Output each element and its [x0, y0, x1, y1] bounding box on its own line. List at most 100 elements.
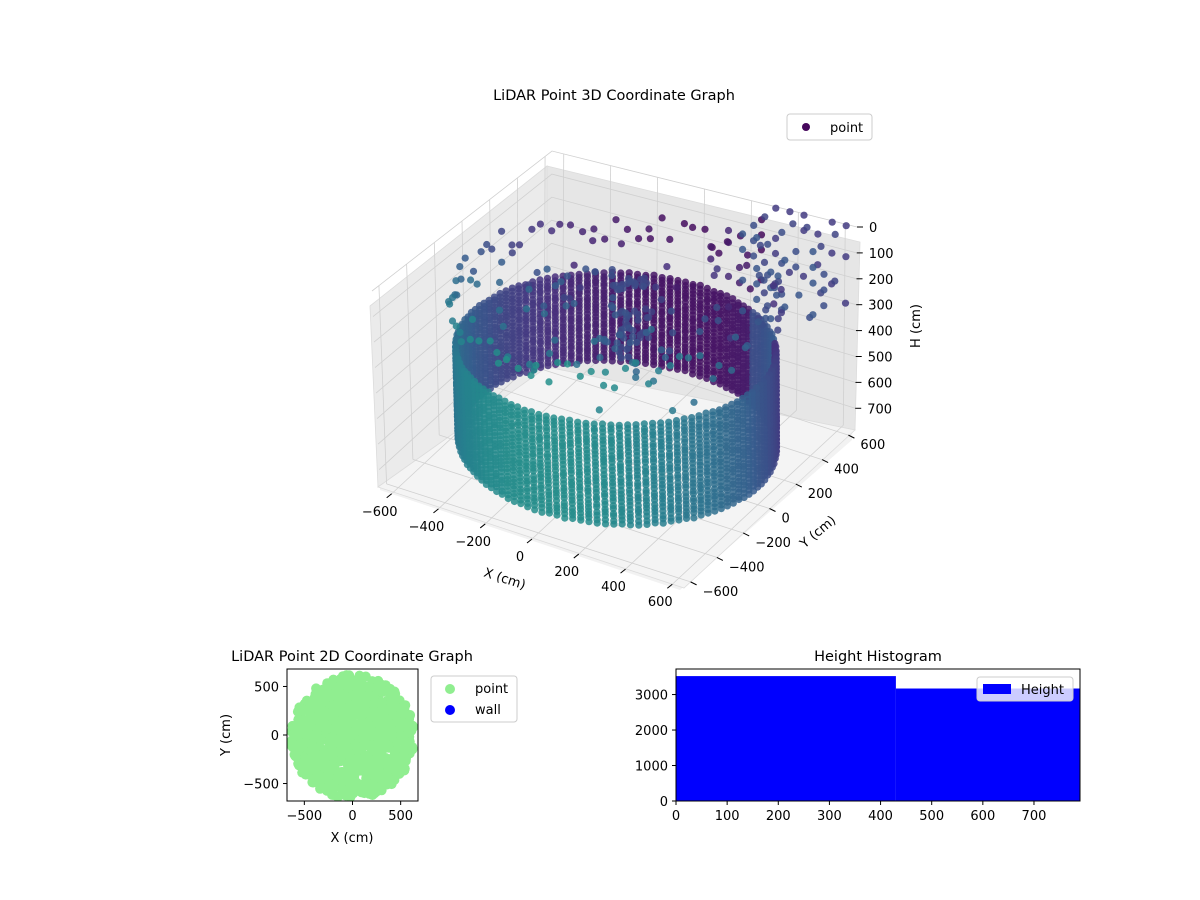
grid-line — [433, 242, 440, 435]
point-marker — [739, 230, 747, 238]
x-tick-label-3d: −200 — [455, 535, 491, 550]
points-2d — [287, 670, 418, 801]
point-marker — [446, 300, 454, 308]
point-marker — [609, 304, 617, 312]
histogram-bars — [676, 676, 1080, 801]
point-marker — [456, 328, 464, 336]
point-marker — [501, 397, 509, 405]
y-tick-label-3d: 0 — [782, 512, 790, 527]
point-marker — [632, 373, 640, 381]
point-marker — [746, 285, 754, 293]
point-marker — [542, 412, 550, 420]
point-marker — [767, 315, 775, 323]
point-marker — [590, 225, 598, 233]
point-marker-2d — [342, 759, 353, 769]
point-marker — [774, 315, 782, 323]
point-marker — [540, 302, 548, 310]
point-marker-2d — [347, 704, 358, 714]
point-marker — [725, 303, 733, 311]
point-marker — [723, 491, 731, 499]
point-marker — [632, 359, 640, 367]
point-marker — [613, 339, 621, 347]
point-marker-2d — [324, 748, 335, 759]
point-marker — [640, 420, 648, 428]
point-marker — [756, 241, 765, 249]
x-tick-label-3d: 600 — [648, 595, 673, 610]
point-marker — [494, 359, 503, 367]
point-marker — [649, 440, 657, 448]
y-tick-3d — [742, 532, 750, 537]
point-marker — [609, 294, 617, 302]
point-marker-2d — [315, 712, 325, 723]
point-marker — [532, 361, 540, 369]
point-marker — [755, 271, 763, 279]
point-marker — [696, 328, 704, 336]
point-marker — [473, 280, 481, 288]
point-marker — [701, 315, 709, 323]
point-marker — [774, 326, 782, 334]
point-marker — [529, 457, 537, 465]
point-marker — [672, 417, 681, 425]
point-marker — [621, 309, 630, 317]
point-marker — [530, 472, 538, 480]
point-marker — [715, 361, 723, 370]
point-marker — [714, 317, 722, 325]
point-marker — [673, 429, 681, 437]
point-marker — [729, 295, 737, 303]
point-marker — [488, 245, 496, 253]
point-marker — [508, 241, 516, 249]
point-marker-2d — [364, 723, 375, 734]
point-marker — [661, 353, 670, 362]
legend-2d-label-point: point — [475, 682, 508, 697]
point-marker — [744, 391, 752, 399]
z-tick-label-3d: 600 — [867, 376, 892, 391]
point-marker — [666, 235, 674, 243]
point-marker — [617, 354, 625, 362]
y-tick-label-3d: 600 — [860, 438, 885, 453]
point-marker — [696, 352, 704, 360]
point-marker — [600, 381, 608, 389]
point-marker-2d — [342, 742, 353, 753]
z-tick-label-3d: 200 — [868, 273, 893, 288]
point-marker — [467, 276, 475, 284]
point-marker — [617, 475, 625, 483]
point-marker — [777, 309, 786, 317]
point-marker — [770, 300, 778, 308]
legend-histogram-label: Height — [1021, 683, 1064, 698]
legend-2d-marker-wall — [445, 705, 455, 715]
point-marker — [717, 490, 725, 498]
point-marker — [642, 305, 650, 313]
point-marker — [641, 463, 650, 471]
point-marker — [623, 280, 632, 288]
point-marker — [608, 272, 616, 280]
y-tick-3d — [848, 434, 855, 439]
point-marker — [715, 406, 724, 414]
point-marker — [508, 284, 516, 292]
point-marker — [701, 225, 709, 233]
point-marker — [666, 362, 675, 370]
point-marker — [650, 271, 658, 279]
point-marker — [632, 421, 640, 429]
point-marker — [623, 345, 631, 354]
point-marker — [769, 282, 778, 290]
point-marker — [634, 316, 642, 324]
point-marker — [461, 254, 469, 262]
point-marker — [590, 337, 599, 345]
point-marker-2d — [384, 774, 394, 785]
legend-3d-frame — [786, 113, 873, 141]
point-marker — [566, 416, 574, 424]
histogram-bar — [895, 688, 1080, 801]
point-marker — [543, 450, 552, 458]
legend-3d-marker-point — [802, 123, 810, 131]
point-marker-2d — [362, 707, 373, 718]
point-marker — [666, 472, 674, 481]
point-marker — [767, 268, 775, 276]
point-marker — [739, 245, 747, 253]
point-marker — [682, 489, 690, 497]
point-marker — [523, 484, 531, 493]
grid-line — [796, 212, 799, 411]
point-marker — [667, 307, 675, 315]
point-marker — [495, 306, 504, 314]
point-marker — [632, 338, 641, 346]
